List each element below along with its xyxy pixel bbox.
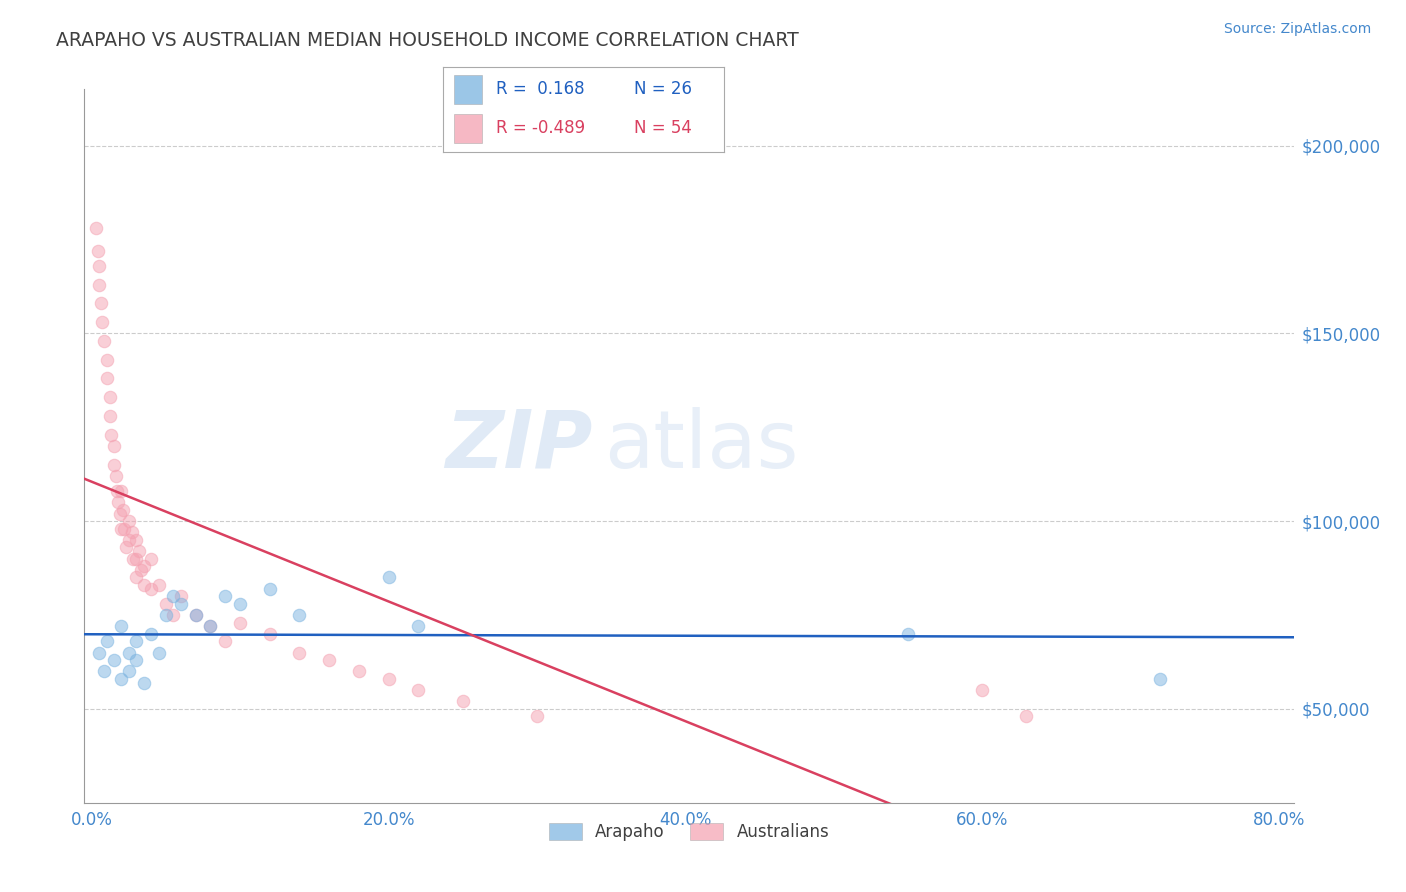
Point <box>125 570 148 584</box>
Point <box>155 607 177 622</box>
Point <box>1149 672 1171 686</box>
Point <box>148 578 170 592</box>
Point <box>1015 709 1038 723</box>
Point <box>318 653 340 667</box>
Point <box>125 551 148 566</box>
Point <box>184 607 207 622</box>
Point <box>129 563 152 577</box>
Point <box>115 541 138 555</box>
Point <box>118 533 141 547</box>
Point <box>162 589 184 603</box>
Bar <box>454 75 482 104</box>
Point <box>89 646 111 660</box>
Point <box>103 653 125 667</box>
Point <box>526 709 548 723</box>
Point <box>162 607 184 622</box>
Point <box>110 522 132 536</box>
Point <box>897 627 920 641</box>
Point <box>288 646 311 660</box>
Point <box>229 615 252 630</box>
Point <box>139 551 162 566</box>
Point <box>91 315 114 329</box>
Point <box>155 597 177 611</box>
Point <box>96 634 118 648</box>
Point <box>377 672 399 686</box>
Point <box>110 619 132 633</box>
Point <box>377 570 399 584</box>
Point <box>107 495 129 509</box>
Point <box>259 582 281 596</box>
Point <box>98 390 121 404</box>
Point <box>118 514 141 528</box>
Point <box>118 665 141 679</box>
Y-axis label: Median Household Income: Median Household Income <box>0 344 7 548</box>
Point <box>229 597 252 611</box>
Point <box>111 503 134 517</box>
Point <box>103 458 125 472</box>
Point <box>132 675 155 690</box>
Point <box>170 597 193 611</box>
Point <box>96 371 118 385</box>
Point <box>406 683 429 698</box>
Point <box>112 522 135 536</box>
Text: R =  0.168: R = 0.168 <box>496 80 585 98</box>
Point <box>110 484 132 499</box>
Point <box>184 607 207 622</box>
Text: ZIP: ZIP <box>444 407 592 485</box>
Point <box>121 525 143 540</box>
Point <box>288 607 311 622</box>
Point <box>118 646 141 660</box>
Point <box>96 352 118 367</box>
Point <box>132 559 155 574</box>
Point <box>93 665 115 679</box>
Point <box>108 507 131 521</box>
Point <box>93 334 115 348</box>
Text: ARAPAHO VS AUSTRALIAN MEDIAN HOUSEHOLD INCOME CORRELATION CHART: ARAPAHO VS AUSTRALIAN MEDIAN HOUSEHOLD I… <box>56 31 799 50</box>
Point <box>86 244 108 258</box>
Legend: Arapaho, Australians: Arapaho, Australians <box>541 816 837 848</box>
Point <box>122 551 145 566</box>
Text: N = 54: N = 54 <box>634 119 692 136</box>
Text: Source: ZipAtlas.com: Source: ZipAtlas.com <box>1223 22 1371 37</box>
Point <box>128 544 150 558</box>
Point <box>125 634 148 648</box>
Point <box>200 619 222 633</box>
Point <box>90 296 112 310</box>
Text: N = 26: N = 26 <box>634 80 692 98</box>
Point <box>259 627 281 641</box>
Point <box>125 533 148 547</box>
Point <box>100 427 122 442</box>
Text: R = -0.489: R = -0.489 <box>496 119 585 136</box>
Bar <box>454 113 482 143</box>
Point <box>170 589 193 603</box>
Point <box>84 221 107 235</box>
Point <box>451 694 474 708</box>
Point <box>103 439 125 453</box>
Point <box>347 665 370 679</box>
Point <box>214 634 236 648</box>
Point <box>139 627 162 641</box>
Point <box>110 672 132 686</box>
Point <box>970 683 993 698</box>
Point <box>89 277 111 292</box>
Point <box>148 646 170 660</box>
Point <box>89 259 111 273</box>
Point <box>105 484 128 499</box>
Point <box>406 619 429 633</box>
Point <box>132 578 155 592</box>
Point <box>200 619 222 633</box>
Point <box>139 582 162 596</box>
Point <box>98 409 121 423</box>
Point <box>104 469 127 483</box>
Point <box>125 653 148 667</box>
Text: atlas: atlas <box>605 407 799 485</box>
Point <box>214 589 236 603</box>
